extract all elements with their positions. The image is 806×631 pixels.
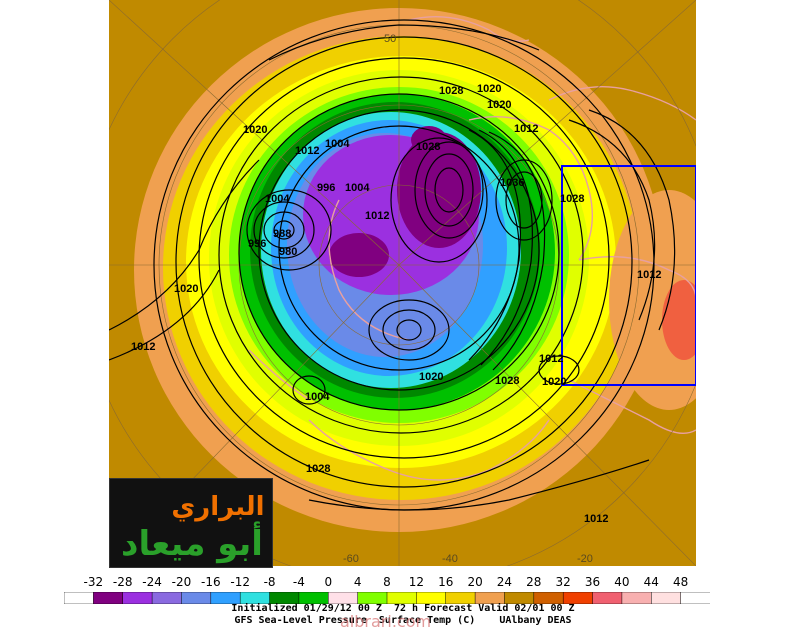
logo-line1: البراري: [171, 492, 264, 522]
isobar-label: 1012: [637, 269, 661, 281]
colorbar-label: -28: [113, 575, 133, 589]
isobar-label: 1012: [514, 123, 538, 135]
colorbar-label: 24: [497, 575, 512, 589]
lat-label: -20: [577, 553, 593, 565]
colorbar-label: -20: [172, 575, 192, 589]
colorbar-label: -24: [142, 575, 162, 589]
coastlines: [248, 16, 696, 481]
lat-label: -40: [442, 553, 458, 565]
colorbar-label: 36: [585, 575, 600, 589]
lat-label: -60: [343, 553, 359, 565]
isobar-labels: 1020 1028 1020 1020 1012 1004 1028 1012 …: [131, 83, 661, 525]
isobar-label: 996: [248, 238, 266, 250]
logo-watermark: البراري أبو ميعاد: [109, 478, 273, 568]
colorbar-label: -4: [293, 575, 305, 589]
isobar-label: 1012: [584, 513, 608, 525]
footer-init-valid: Initialized 01/29/12 00 Z 72 h Forecast …: [231, 603, 575, 614]
colorbar-label: 8: [383, 575, 391, 589]
colorbar: [64, 592, 710, 604]
logo-graphic: البراري أبو ميعاد: [121, 492, 265, 564]
isobar-label: 1004: [325, 138, 350, 150]
colorbar-label: 32: [556, 575, 571, 589]
site-watermark: albrari.com: [340, 612, 432, 631]
forecast-map: 1020 1028 1020 1020 1012 1004 1028 1012 …: [109, 0, 696, 566]
isobar-label: 1028: [416, 141, 440, 153]
isobar-label: 1004: [305, 391, 330, 403]
isobar-label: 1020: [487, 99, 511, 111]
isobar-label: 1028: [439, 85, 463, 97]
isobar-label: 1020: [243, 124, 267, 136]
colorbar-label: 16: [438, 575, 453, 589]
isobar-label: 1036: [500, 177, 524, 189]
colorbar-label: -8: [264, 575, 276, 589]
colorbar-labels: -32 -28 -24 -20 -16 -12 -8 -4 0 4 8 12 16 20 24 28 32 36 4…: [84, 575, 689, 589]
isobar-label: 988: [273, 228, 291, 240]
temp-band-neg28: [397, 132, 481, 248]
isobar-label: 1028: [560, 193, 584, 205]
colorbar-label: 44: [644, 575, 659, 589]
region-box: [561, 165, 696, 386]
temp-band-neg28b: [329, 233, 389, 277]
colorbar-label: 0: [324, 575, 332, 589]
isobar-label: 996: [317, 182, 335, 194]
colorbar-label: 40: [614, 575, 629, 589]
isobar-label: 1004: [345, 182, 370, 194]
footer-title: GFS Sea-Level Pressure Surface Temp (C) …: [234, 615, 572, 626]
isobar-label: 1004: [265, 193, 290, 205]
colorbar-label: -16: [201, 575, 221, 589]
warm-tongue-2: [662, 280, 696, 360]
isobar-label: 1028: [306, 463, 330, 475]
colorbar-swatch: [680, 592, 710, 604]
isobar-label: 1028: [495, 375, 519, 387]
colorbar-label: -32: [84, 575, 104, 589]
isobar-label: 980: [279, 246, 297, 258]
isobar-label: 1012: [365, 210, 389, 222]
lat-label: 50: [384, 33, 396, 45]
colorbar-label: 28: [526, 575, 541, 589]
colorbar-label: -12: [230, 575, 250, 589]
isobar-label: 1012: [539, 353, 563, 365]
colorbar-label: 20: [467, 575, 482, 589]
logo-line2: أبو ميعاد: [121, 521, 263, 564]
isobar-label: 1020: [477, 83, 501, 95]
isobar-label: 1012: [131, 341, 155, 353]
colorbar-label: 4: [354, 575, 362, 589]
isobars: [109, 19, 676, 511]
colorbar-label: 12: [409, 575, 424, 589]
isobar-label: 1012: [295, 145, 319, 157]
colorbar-label: 48: [673, 575, 688, 589]
isobar-label: 1020: [174, 283, 198, 295]
isobar-label: 1020: [542, 376, 566, 388]
isobar-label: 1020: [419, 371, 443, 383]
lat-labels: -60 -40 -20 50: [343, 33, 593, 565]
